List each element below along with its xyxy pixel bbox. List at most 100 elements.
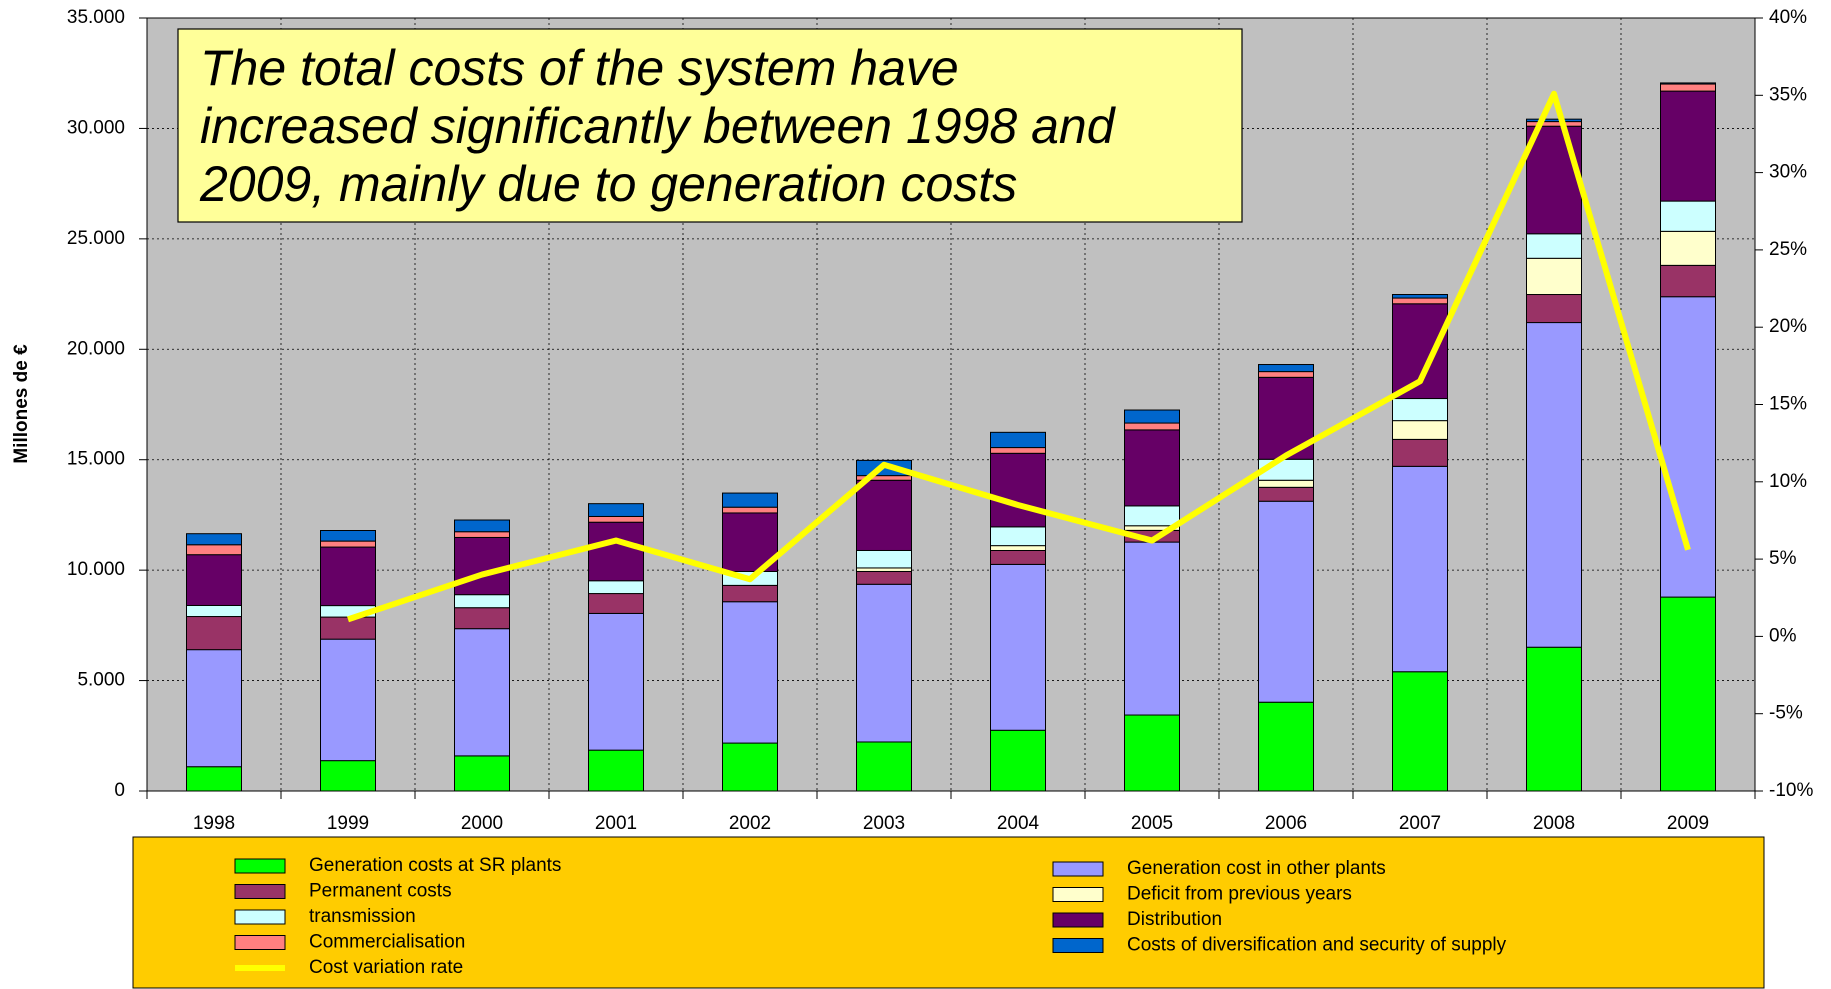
- annotation-line: increased significantly between 1998 and: [200, 98, 1117, 154]
- bar-segment: [186, 604, 242, 618]
- legend-label: Deficit from previous years: [1127, 884, 1352, 905]
- legend-swatch: [234, 884, 286, 899]
- y-tick-label: 10.000: [67, 559, 125, 580]
- legend-label: Distribution: [1127, 909, 1222, 930]
- bar-segment: [320, 529, 376, 542]
- y2-tick-label: -5%: [1769, 703, 1803, 724]
- y-tick-label: 15.000: [67, 449, 125, 470]
- y2-tick-label: 35%: [1769, 84, 1807, 105]
- bar-segment: [1392, 420, 1448, 440]
- bar-segment: [990, 549, 1046, 565]
- bar-segment: [588, 515, 644, 523]
- bar-segment: [1392, 297, 1448, 305]
- bar-segment: [1392, 294, 1448, 299]
- bar-segment: [186, 616, 242, 651]
- legend-label: transmission: [309, 906, 416, 927]
- bar-segment: [1258, 701, 1314, 792]
- y-tick-label: 5.000: [77, 670, 125, 691]
- bar-segment: [856, 567, 912, 572]
- x-tick-label: 2008: [1533, 813, 1575, 834]
- bar-segment: [1124, 714, 1180, 792]
- bar-segment: [1392, 671, 1448, 792]
- bar-segment: [1660, 596, 1716, 792]
- bar-segment: [588, 521, 644, 582]
- bar-segment: [1258, 486, 1314, 502]
- bar-segment: [1526, 294, 1582, 324]
- x-tick-label: 2002: [729, 813, 771, 834]
- x-tick-label: 2009: [1667, 813, 1709, 834]
- bar-segment: [1258, 500, 1314, 703]
- bar-segment: [186, 649, 242, 768]
- legend-label: Generation costs at SR plants: [309, 855, 561, 876]
- bar-segment: [186, 766, 242, 792]
- bar-segment: [454, 519, 510, 533]
- bar-segment: [1124, 429, 1180, 507]
- legend-swatch: [1052, 938, 1104, 953]
- bar-segment: [186, 544, 242, 556]
- y2-tick-label: 15%: [1769, 394, 1807, 415]
- bar-segment: [186, 554, 242, 606]
- bar-segment: [1660, 83, 1716, 92]
- x-tick-label: 1998: [193, 813, 235, 834]
- bar-segment: [1392, 465, 1448, 673]
- bar-segment: [1526, 118, 1582, 123]
- bar-segment: [320, 760, 376, 792]
- bar-segment: [588, 580, 644, 595]
- bar-segment: [320, 616, 376, 640]
- annotation-line: The total costs of the system have: [200, 40, 959, 96]
- bar-segment: [990, 526, 1046, 547]
- bar-segment: [1660, 230, 1716, 266]
- x-tick-label: 2007: [1399, 813, 1441, 834]
- y2-tick-label: 5%: [1769, 548, 1797, 569]
- y2-tick-label: 20%: [1769, 316, 1807, 337]
- bar-segment: [722, 584, 778, 603]
- y-tick-label: 35.000: [67, 7, 125, 28]
- bar-segment: [454, 536, 510, 596]
- bar-segment: [990, 563, 1046, 731]
- bar-segment: [1526, 233, 1582, 259]
- plot-border: [146, 17, 1756, 792]
- y-tick-label: 30.000: [67, 117, 125, 138]
- bar-segment: [990, 545, 1046, 551]
- legend-swatch: [234, 935, 286, 950]
- legend-swatch: [1052, 861, 1104, 877]
- y2-tick-label: 10%: [1769, 471, 1807, 492]
- legend-swatch: [234, 909, 286, 925]
- x-tick-label: 2000: [461, 813, 503, 834]
- bar-segment: [856, 479, 912, 551]
- bar-segment: [320, 638, 376, 762]
- y2-tick-label: 40%: [1769, 7, 1807, 28]
- legend-label: Permanent costs: [309, 881, 452, 902]
- bar-segment: [1526, 121, 1582, 127]
- legend-swatch: [1052, 912, 1104, 928]
- bar-segment: [856, 583, 912, 743]
- line: [347, 90, 1691, 623]
- y-tick-label: 0: [114, 780, 125, 801]
- bar-segment: [990, 431, 1046, 449]
- legend-swatch: [1052, 887, 1104, 902]
- bar-segment: [454, 628, 510, 757]
- bar-segment: [1124, 541, 1180, 716]
- x-tick-label: 2006: [1265, 813, 1307, 834]
- bar-segment: [856, 549, 912, 569]
- bar-segment: [1526, 257, 1582, 296]
- bar-segment: [990, 729, 1046, 792]
- bar-segment: [722, 506, 778, 514]
- bar-segment: [1258, 364, 1314, 373]
- bar-segment: [454, 755, 510, 792]
- bar-segment: [1660, 264, 1716, 298]
- bar-segment: [320, 546, 376, 607]
- bar-segment: [588, 612, 644, 751]
- bar-segment: [454, 594, 510, 609]
- bar-segment: [990, 447, 1046, 454]
- y-tick-label: 25.000: [67, 228, 125, 249]
- bar-segment: [990, 452, 1046, 528]
- bar-segment: [186, 533, 242, 546]
- x-tick-label: 2003: [863, 813, 905, 834]
- legend: [132, 836, 1765, 989]
- bar-segment: [1526, 646, 1582, 792]
- legend-label: Cost variation rate: [309, 957, 463, 978]
- y2-tick-label: -10%: [1769, 780, 1813, 801]
- bar-segment: [1660, 90, 1716, 202]
